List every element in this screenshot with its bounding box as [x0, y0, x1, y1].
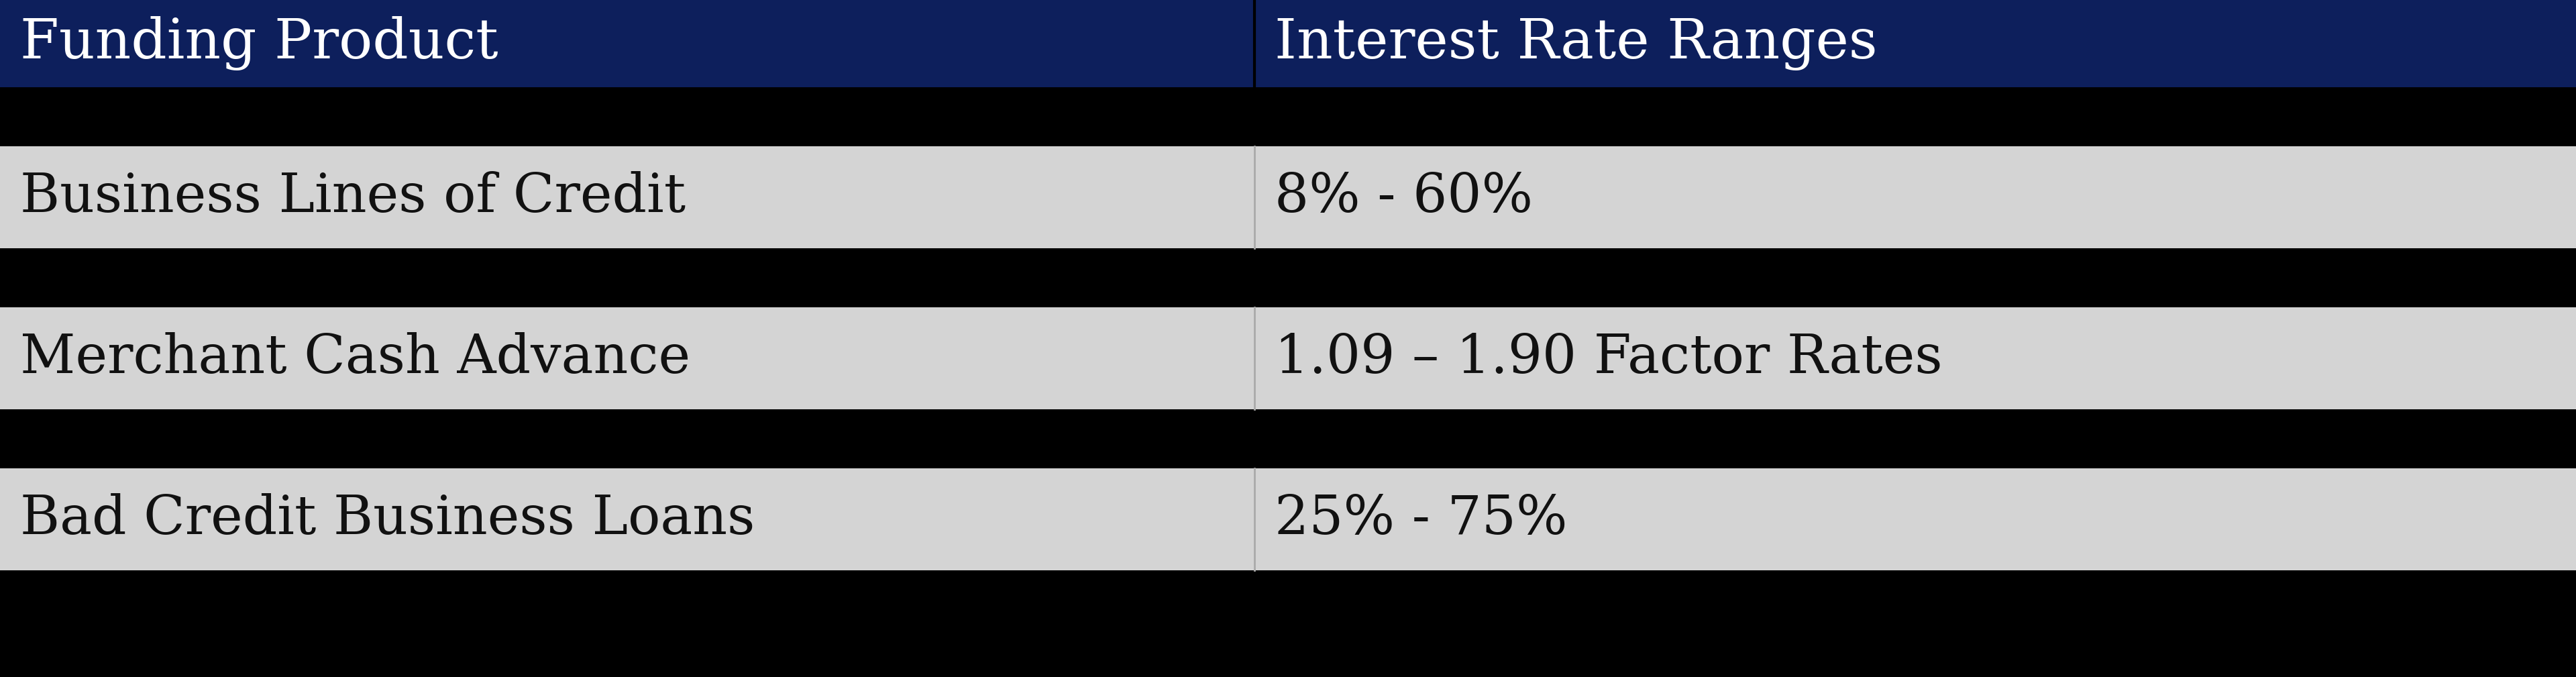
Bar — [0, 0, 2576, 87]
Text: 25% - 75%: 25% - 75% — [1275, 493, 1566, 546]
Text: Interest Rate Ranges: Interest Rate Ranges — [1275, 17, 1878, 70]
Bar — [0, 307, 2576, 410]
Text: 1.09 – 1.90 Factor Rates: 1.09 – 1.90 Factor Rates — [1275, 332, 1942, 385]
Bar — [0, 468, 2576, 570]
Text: Funding Product: Funding Product — [21, 16, 497, 71]
Text: Bad Credit Business Loans: Bad Credit Business Loans — [21, 493, 755, 546]
Text: Business Lines of Credit: Business Lines of Credit — [21, 171, 685, 223]
Text: 8% - 60%: 8% - 60% — [1275, 171, 1533, 223]
Bar — [0, 146, 2576, 248]
Text: Merchant Cash Advance: Merchant Cash Advance — [21, 332, 690, 385]
